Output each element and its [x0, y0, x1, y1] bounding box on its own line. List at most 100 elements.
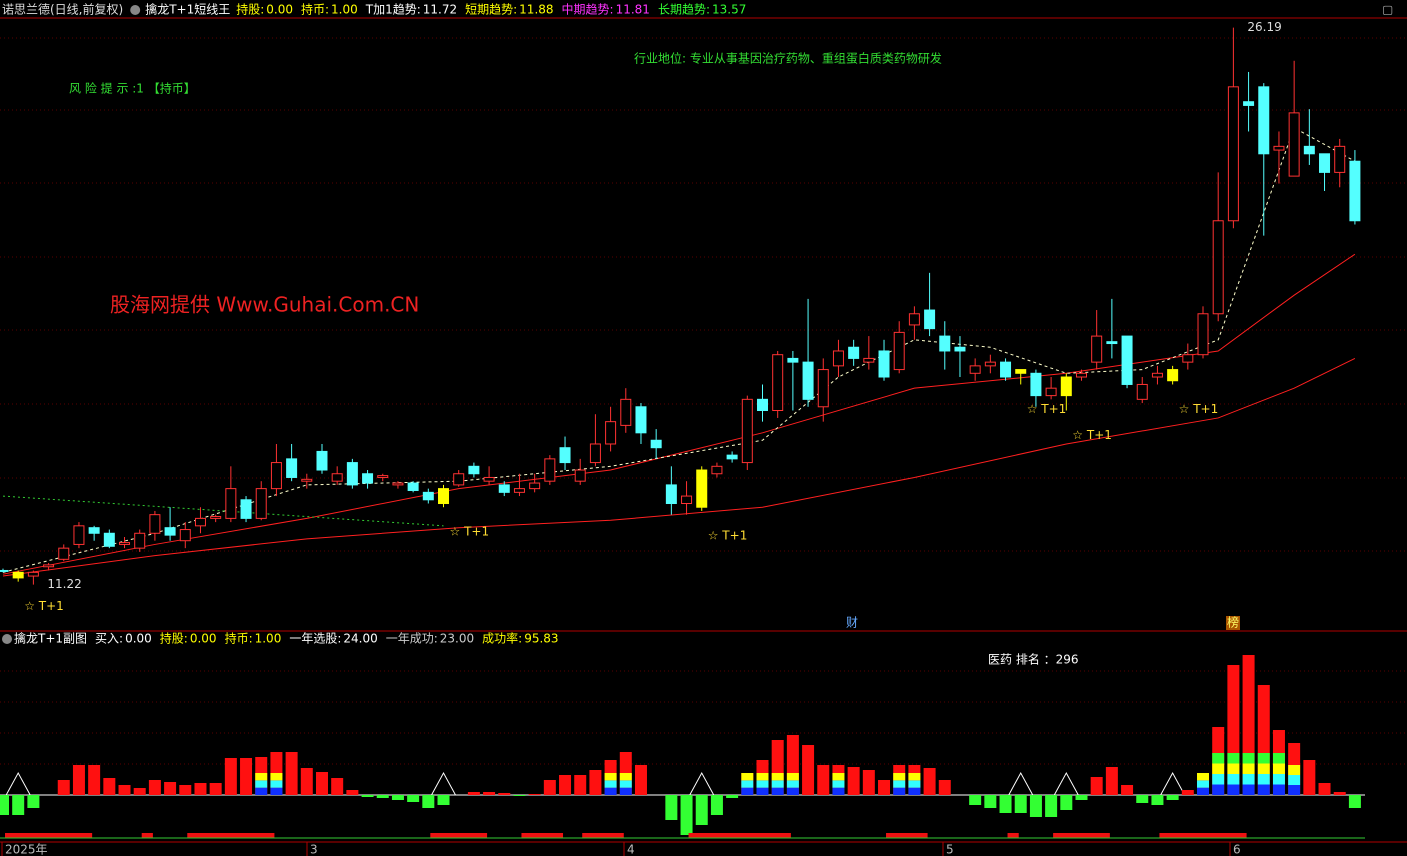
list-marker-bg: [1226, 616, 1240, 630]
moving-average: [2, 253, 1356, 575]
histogram-bar: [331, 778, 344, 795]
signal-stack: [1257, 784, 1270, 795]
sub-value: 0.00: [125, 632, 152, 646]
top-bar: [0, 0, 1407, 18]
signal-stack: [1197, 787, 1210, 795]
signal-stack: [255, 773, 268, 781]
candle-body: [27, 571, 39, 577]
histogram-bar: [969, 795, 982, 805]
header-value: 11.72: [423, 3, 457, 17]
candle-body: [331, 473, 343, 482]
signal-stack: [1272, 753, 1285, 764]
signal-triangle: [1160, 771, 1186, 796]
settings-icon: ▢: [1382, 3, 1393, 17]
candle-body: [817, 369, 829, 408]
signal-stack: [1272, 763, 1285, 774]
list-marker: 榜: [1227, 615, 1239, 630]
candle-body: [726, 454, 738, 460]
moving-average: [2, 127, 1356, 573]
signal-triangle: [1053, 771, 1079, 796]
histogram-bar: [315, 772, 328, 795]
header-label: 中期趋势:: [562, 2, 614, 17]
histogram-bar: [999, 795, 1012, 813]
signal-stack: [1197, 780, 1210, 788]
histogram-bar: [559, 775, 572, 795]
histogram-bar: [72, 765, 85, 795]
histogram-bar: [1014, 795, 1027, 813]
stock-name: 诺思兰德(日线,前复权): [2, 2, 123, 17]
candle-body: [1045, 387, 1057, 397]
histogram-bar: [483, 792, 496, 795]
signal-stack: [908, 787, 921, 795]
signal-stack: [619, 787, 632, 795]
candle-body: [924, 309, 936, 330]
histogram-bar: [407, 795, 420, 802]
sub-label: 买入:: [95, 632, 123, 646]
hold-band: [430, 833, 488, 838]
histogram-bar: [1075, 795, 1088, 800]
hold-band: [521, 833, 564, 838]
signal-stack: [786, 780, 799, 788]
signal-stack: [1227, 784, 1240, 795]
signal-stack: [1288, 775, 1301, 785]
histogram-bar: [589, 770, 602, 795]
header-value: 0.00: [266, 3, 293, 17]
candle-body: [1197, 313, 1209, 356]
histogram-bar: [847, 767, 860, 795]
signal-stack: [1227, 753, 1240, 764]
signal-stack: [604, 780, 617, 788]
candle-body: [772, 354, 784, 411]
signal-stack: [756, 773, 769, 781]
signal-label: ☆ T+1: [1072, 428, 1112, 442]
histogram-bar: [1151, 795, 1164, 805]
signal-stack: [1212, 753, 1225, 764]
signal-triangle: [431, 771, 456, 796]
signal-stack: [619, 773, 632, 781]
signal-triangle: [689, 771, 715, 796]
hold-band: [582, 833, 624, 838]
candle-body: [589, 443, 601, 464]
candle-body: [1319, 153, 1331, 173]
candle-body: [696, 469, 708, 508]
sub-value: 0.00: [190, 632, 217, 646]
histogram-bar: [1090, 777, 1103, 795]
candle-body: [1151, 372, 1163, 378]
candle-body: [939, 335, 951, 352]
signal-stack: [786, 787, 799, 795]
hold-band: [141, 833, 153, 838]
candle-body: [194, 517, 206, 527]
histogram-bar: [27, 795, 40, 808]
candle-body: [848, 346, 860, 359]
histogram-bar: [12, 795, 25, 815]
candle-body: [468, 465, 480, 475]
header-value: 11.81: [616, 3, 650, 17]
candle-body: [438, 488, 450, 505]
histogram-bar: [148, 780, 161, 795]
candle-body: [802, 361, 814, 400]
indicator-name: 擒龙T+1短线王: [145, 2, 230, 17]
signal-stack: [1242, 753, 1255, 764]
candle-body: [893, 331, 905, 371]
histogram-bar: [346, 790, 359, 795]
signal-stack: [1212, 784, 1225, 795]
candle-body: [954, 346, 966, 352]
candle-body: [270, 462, 282, 490]
histogram-bar: [923, 768, 936, 795]
signal-stack: [893, 787, 906, 795]
candle-body: [498, 484, 510, 493]
candle-body: [58, 547, 70, 560]
candle-body: [635, 406, 647, 434]
histogram-bar: [285, 752, 298, 795]
candle-body: [757, 398, 768, 411]
histogram-bar: [528, 794, 541, 795]
indicator-icon: [130, 5, 141, 15]
signal-stack: [1242, 763, 1255, 774]
sub-label: 成功率:: [482, 631, 522, 646]
sub-label: 持币:: [225, 631, 253, 646]
histogram-bar: [361, 795, 374, 797]
candle-body: [1015, 369, 1027, 374]
candle-body: [1091, 335, 1103, 363]
min-price-label: 11.22: [47, 577, 81, 591]
candle-body: [134, 532, 146, 549]
